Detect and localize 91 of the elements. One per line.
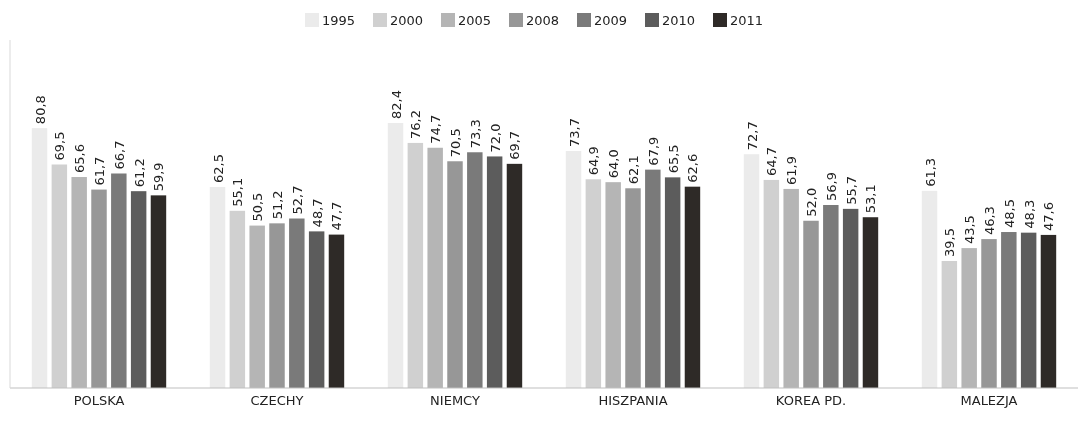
data-label: 46,3: [982, 206, 997, 236]
bar: [842, 208, 859, 388]
bar: [111, 173, 127, 388]
x-tick-label: NIEMCY: [430, 393, 480, 409]
bar: [150, 195, 167, 388]
bar: [1020, 232, 1037, 388]
data-label: 73,7: [566, 118, 582, 147]
bar: [387, 123, 404, 388]
data-label: 56,9: [823, 172, 839, 202]
data-label: 61,7: [92, 156, 107, 186]
bar: [486, 156, 503, 388]
data-label: 55,1: [230, 177, 246, 207]
bar: [862, 217, 879, 388]
data-label: 47,6: [1041, 201, 1057, 231]
data-label: 74,7: [428, 114, 444, 144]
legend-label: 1995: [322, 13, 356, 28]
data-label: 76,2: [408, 109, 424, 139]
data-label: 72,7: [744, 121, 760, 151]
data-label: 82,4: [388, 90, 404, 119]
x-tick-label: HISZPANIA: [598, 393, 668, 409]
data-label: 73,3: [467, 119, 483, 149]
legend-label: 2010: [662, 13, 696, 28]
data-label: 52,0: [804, 187, 819, 217]
bar: [763, 179, 780, 388]
bar: [407, 142, 424, 388]
bar: [51, 164, 68, 388]
x-tick-label: MALEZJA: [960, 393, 1018, 409]
x-tick-label: POLSKA: [73, 393, 125, 409]
bar: [229, 210, 246, 388]
legend-label: 2009: [594, 13, 628, 28]
data-label: 55,7: [843, 175, 859, 205]
bar: [803, 220, 819, 388]
bar: [664, 177, 681, 388]
data-label: 61,9: [784, 155, 800, 185]
data-label: 52,7: [289, 185, 305, 215]
data-label: 72,0: [487, 123, 503, 153]
data-label: 59,9: [151, 162, 167, 192]
bar: [209, 187, 226, 388]
legend-label: 2011: [730, 13, 764, 28]
data-label: 62,5: [210, 154, 226, 183]
data-label: 48,3: [1021, 199, 1037, 229]
data-label: 61,3: [922, 157, 938, 187]
bar: [1040, 234, 1057, 388]
bar: [447, 161, 463, 388]
data-label: 48,7: [309, 198, 325, 228]
bar: [289, 218, 305, 388]
data-label: 67,9: [645, 136, 661, 166]
data-label: 64,9: [586, 146, 602, 176]
data-label: 64,0: [606, 149, 622, 179]
legend-label: 2005: [458, 13, 492, 28]
bar: [328, 234, 345, 388]
bar: [823, 205, 839, 388]
bar: [91, 189, 107, 388]
data-label: 50,5: [250, 192, 266, 222]
data-label: 53,1: [863, 184, 879, 214]
legend-label: 2008: [526, 13, 560, 28]
legend-label: 2000: [390, 13, 424, 28]
bar: [1001, 232, 1017, 388]
data-label: 65,5: [665, 144, 681, 174]
bar: [506, 163, 523, 388]
data-label: 62,6: [685, 153, 701, 183]
data-label: 51,2: [270, 190, 285, 220]
data-label: 48,5: [1001, 199, 1017, 229]
bar: [684, 186, 701, 388]
data-label: 65,6: [72, 144, 88, 174]
data-label: 80,8: [32, 95, 48, 125]
x-tick-label: CZECHY: [250, 393, 304, 409]
bar: [941, 260, 958, 388]
data-label: 64,7: [764, 146, 780, 176]
bar: [921, 190, 938, 388]
data-label: 62,1: [626, 155, 641, 185]
data-label: 39,5: [942, 228, 958, 257]
data-label: 69,5: [52, 131, 68, 161]
bar: [308, 231, 325, 388]
x-tick-label: KOREA PD.: [775, 393, 847, 409]
bar: [130, 191, 147, 388]
bar: [565, 150, 582, 388]
data-label: 66,7: [111, 140, 127, 170]
bar: [981, 239, 997, 388]
bar: [467, 152, 483, 388]
data-label: 61,2: [131, 158, 147, 188]
data-label: 70,5: [448, 128, 463, 158]
data-label: 69,7: [507, 130, 523, 160]
bar: [585, 179, 602, 388]
bar: [645, 169, 661, 388]
data-label: 43,5: [962, 215, 978, 245]
bar: [269, 223, 285, 388]
bar: [625, 188, 641, 388]
data-label: 47,7: [329, 201, 345, 231]
bar: [31, 128, 48, 388]
bar: [743, 154, 760, 388]
